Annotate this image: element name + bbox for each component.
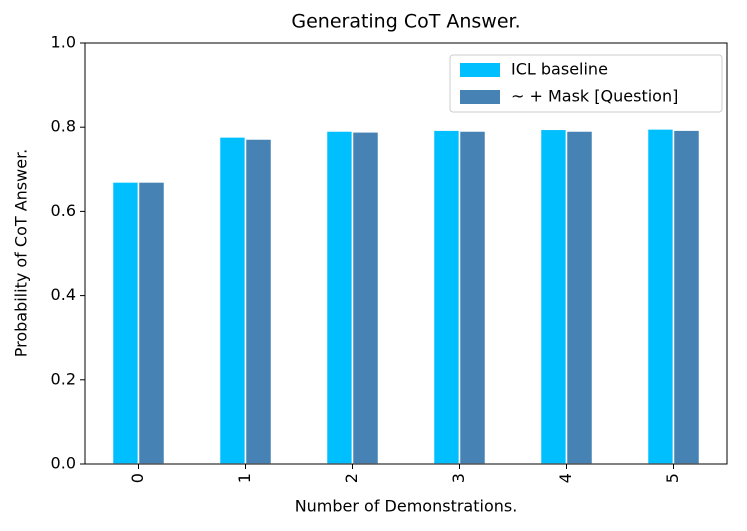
x-axis-label: Number of Demonstrations. <box>295 497 518 516</box>
legend-swatch <box>460 90 500 104</box>
y-tick-label: 0.4 <box>51 285 76 304</box>
bar <box>351 131 380 465</box>
y-tick-label: 0.2 <box>51 369 76 388</box>
x-tick-label: 1 <box>235 473 254 483</box>
bar <box>432 129 461 465</box>
legend-label: ICL baseline <box>511 60 608 79</box>
y-tick-label: 0.8 <box>51 117 76 136</box>
legend-box <box>449 54 723 113</box>
bar <box>244 138 273 465</box>
legend-swatch <box>460 63 500 77</box>
bar <box>137 181 166 465</box>
x-tick-label: 4 <box>556 473 575 483</box>
y-tick-label: 0.6 <box>51 201 76 220</box>
x-tick-label: 2 <box>342 473 361 483</box>
x-tick-label: 3 <box>449 473 468 483</box>
axes-frame <box>84 42 728 465</box>
bar <box>458 130 487 465</box>
bar <box>111 181 140 465</box>
legend-label: ~ + Mask [Question] <box>511 87 678 106</box>
bar <box>539 128 568 465</box>
bar <box>565 130 594 465</box>
y-tick-label: 1.0 <box>51 33 76 52</box>
y-tick-label: 0.0 <box>51 454 76 473</box>
y-axis-label: Probability of CoT Answer. <box>12 149 31 358</box>
bar <box>672 129 701 465</box>
bar <box>218 136 247 465</box>
chart-title: Generating CoT Answer. <box>291 11 520 33</box>
x-tick-label: 5 <box>663 473 682 483</box>
bar <box>325 130 354 465</box>
bar <box>646 128 675 465</box>
x-tick-label: 0 <box>128 473 147 483</box>
